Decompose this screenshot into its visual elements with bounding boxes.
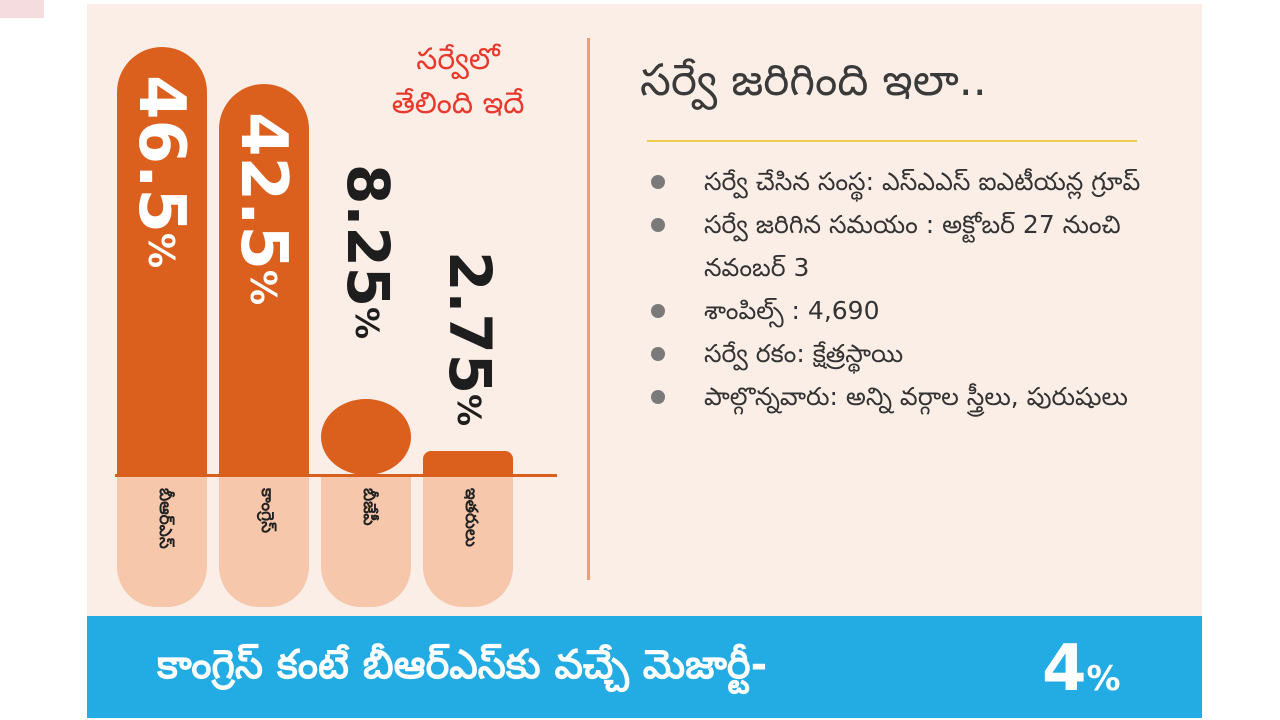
corner-decoration	[0, 0, 44, 18]
title-underline	[647, 140, 1137, 142]
footer-text: కాంగ్రెస్ కంటే బీఆర్ఎస్‌కు వచ్చే మెజార్ట…	[157, 642, 768, 688]
info-item: సర్వే రకం: క్షేత్రస్థాయి	[648, 332, 1144, 375]
bar-value-label-3: 2.75%	[436, 251, 504, 427]
bullet-icon	[651, 304, 665, 318]
chart-title-line2: తేలింది ఇదే	[391, 86, 525, 121]
chart-title: సర్వేలో తేలింది ఇదే	[353, 38, 563, 126]
bar-value-unit: %	[347, 307, 386, 340]
category-label-2: బీజేపీ	[359, 488, 379, 526]
bar-value-unit: %	[449, 394, 488, 427]
bar-1	[219, 84, 309, 475]
info-item: శాంపిల్స్ : 4,690	[648, 289, 1144, 332]
bar-value-label-2: 8.25%	[334, 164, 402, 340]
bar-value-number: 46.5	[124, 75, 198, 234]
category-label-1: కాంగ్రెస్	[257, 488, 277, 534]
chart-title-line1: సర్వేలో	[416, 42, 500, 77]
footer-banner: కాంగ్రెస్ కంటే బీఆర్ఎస్‌కు వచ్చే మెజార్ట…	[87, 616, 1202, 718]
bar-value-number: 42.5	[226, 112, 300, 270]
category-box-1	[219, 477, 309, 607]
info-list: సర్వే చేసిన సంస్థ: ఎస్‌ఎఎస్ ఐఎటీయన్ల గ్ర…	[648, 160, 1144, 418]
section-divider	[587, 38, 590, 580]
bar-2	[321, 399, 411, 475]
info-item: సర్వే జరిగిన సమయం : అక్టోబర్ 27 నుంచి నవ…	[648, 203, 1144, 289]
bar-value-label-0: 46.5%	[124, 75, 198, 269]
category-label-0: బీఆర్ఎస్	[155, 488, 175, 549]
bullet-icon	[651, 175, 665, 189]
bar-value-label-1: 42.5%	[226, 112, 300, 306]
bullet-icon	[651, 347, 665, 361]
bar-value-unit: %	[139, 233, 181, 269]
bullet-icon	[651, 390, 665, 404]
info-title: సర్వే జరిగింది ఇలా..	[640, 55, 987, 106]
bar-value-unit: %	[241, 269, 283, 306]
footer-value: 4%	[1042, 632, 1121, 706]
bar-value-number: 2.75	[436, 251, 504, 395]
footer-unit: %	[1086, 659, 1121, 699]
category-box-2	[321, 477, 411, 607]
footer-number: 4	[1042, 632, 1087, 706]
chart-baseline	[115, 474, 557, 477]
bar-0	[117, 47, 207, 475]
bar-3	[423, 451, 513, 475]
category-label-3: ఇతరులు	[461, 488, 481, 547]
info-item: సర్వే చేసిన సంస్థ: ఎస్‌ఎఎస్ ఐఎటీయన్ల గ్ర…	[648, 160, 1144, 203]
category-box-3	[423, 477, 513, 607]
bar-value-number: 8.25	[334, 164, 402, 308]
bullet-icon	[651, 218, 665, 232]
category-box-0	[117, 477, 207, 607]
info-item: పాల్గొన్నవారు: అన్ని వర్గాల స్త్రీలు, పు…	[648, 375, 1144, 418]
